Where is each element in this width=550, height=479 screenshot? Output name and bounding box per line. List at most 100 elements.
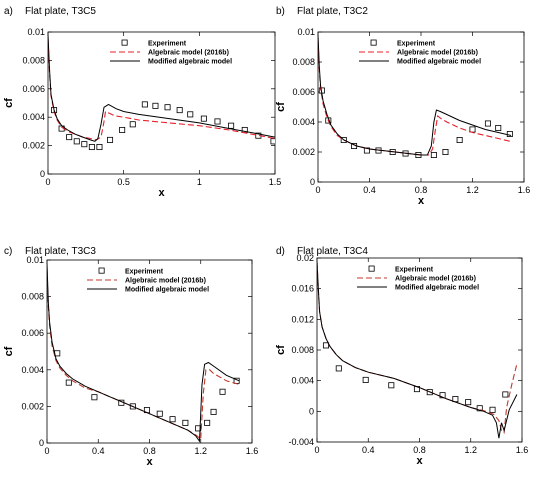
plot-area [47,263,240,443]
x-tick-label: 0.8 [413,445,426,455]
algebraic-model-line [47,269,240,441]
experiment-point [322,342,329,349]
x-tick-label: 0.4 [363,185,376,195]
chart-panel-1: a) Flat plate, T3C5 0 0.5 1 1.5 0 0.002 0.004 0.0… [3,6,281,199]
y-tick-label: 0.002 [292,147,315,157]
experiment-point [214,118,221,125]
experiment-point [96,144,103,151]
panel-title: Flat plate, T3C3 [25,246,96,257]
y-tick-label: 0 [39,438,44,448]
panel-label: b) [276,6,285,17]
x-tick-label: 0 [45,177,50,187]
x-tick-label: 0 [314,445,319,455]
experiment-point [66,134,73,141]
legend: Experiment Algebraic model (2016b) Modifie… [110,39,232,66]
experiment-point [465,399,472,406]
x-tick-label: 0.8 [415,185,428,195]
modified-model-line [48,34,275,142]
panel-title: Flat plate, T3C2 [297,6,368,17]
x-tick-label: 0.4 [362,445,375,455]
legend-label: Algebraic model (2016b) [395,276,476,283]
y-tick-label: 0.01 [27,27,45,37]
experiment-point [156,410,163,417]
experiment-point [73,138,80,145]
experiment-point [228,122,235,129]
experiment-point [91,394,98,401]
y-tick-label: 0.004 [291,376,314,386]
experiment-point [204,419,211,426]
modified-model-line [318,34,512,156]
experiment-point [362,376,369,383]
experiment-point [219,388,226,395]
experiment-point [65,379,72,386]
legend-label: Algebraic model (2016b) [397,50,478,57]
x-tick-label: 0 [44,446,49,456]
legend-label: Modified algebraic model [397,59,481,66]
experiment-point [476,405,483,412]
experiment-point [388,382,395,389]
legend-label: Experiment [125,269,164,276]
legend-marker-square [121,39,128,46]
experiment-point [152,102,159,109]
legend-label: Experiment [148,41,187,48]
modified-model-line [317,261,518,439]
x-tick-label: 1.2 [466,185,479,195]
x-tick-label: 0.4 [92,446,105,456]
experiment-point [200,115,207,122]
y-axis-label: cf [3,98,15,108]
y-tick-label: 0.006 [292,87,315,97]
experiment-point [129,121,136,128]
x-axis-label: x [418,195,425,207]
experiment-point [169,416,176,423]
experiment-point [107,136,114,143]
chart-panel-2: b) Flat plate, T3C2 0 0.4 0.8 1.2 1.6 0 0.002 0.0… [275,6,530,207]
x-axis-label: x [158,187,165,199]
y-tick-label: 0.02 [296,253,314,263]
plot-area [48,34,275,151]
legend: Experiment Algebraic model (2016b) Modifie… [357,265,479,292]
y-tick-label: 0.002 [22,141,45,151]
y-tick-label: 0 [40,169,45,179]
experiment-point [430,151,437,158]
experiment-point [182,419,189,426]
panel-title: Flat plate, T3C5 [25,6,96,17]
y-axis-label: cf [3,346,15,356]
panel-label: d) [276,246,285,257]
panel-title: Flat plate, T3C4 [297,246,368,257]
x-tick-label: 1.6 [246,446,259,456]
x-tick-label: 1.2 [464,445,477,455]
x-tick-label: 1 [197,177,202,187]
x-axis-label: x [416,455,423,467]
experiment-point [506,130,513,137]
panel-label: a) [4,6,13,17]
plot-frame [47,31,276,175]
y-tick-label: 0.002 [21,401,44,411]
algebraic-model-line [318,39,512,156]
legend-marker-square [368,265,375,272]
experiment-point [164,104,171,111]
y-tick-label: 0.01 [297,27,315,37]
y-tick-label: 0.008 [291,345,314,355]
experiment-point [495,125,502,132]
x-tick-label: 1.2 [194,446,207,456]
y-tick-label: 0.012 [291,314,314,324]
y-axis-label: cf [275,102,287,112]
legend: Experiment Algebraic model (2016b) Modifie… [87,267,209,294]
experiment-point [176,107,183,114]
y-tick-label: 0.004 [292,117,315,127]
modified-model-line [47,263,240,443]
panel-label: c) [4,246,12,257]
legend-label: Modified algebraic model [395,285,479,292]
y-tick-label: 0.008 [22,55,45,65]
experiment-point [187,111,194,118]
experiment-point [456,136,463,143]
x-tick-label: 0.5 [117,177,130,187]
experiment-point [335,365,342,372]
y-tick-label: 0.004 [22,112,45,122]
experiment-point [210,408,217,415]
legend-marker-square [98,267,105,274]
plot-area [318,34,513,158]
y-tick-label: 0 [310,177,315,187]
experiment-point [88,144,95,151]
y-tick-label: 0.006 [22,84,45,94]
